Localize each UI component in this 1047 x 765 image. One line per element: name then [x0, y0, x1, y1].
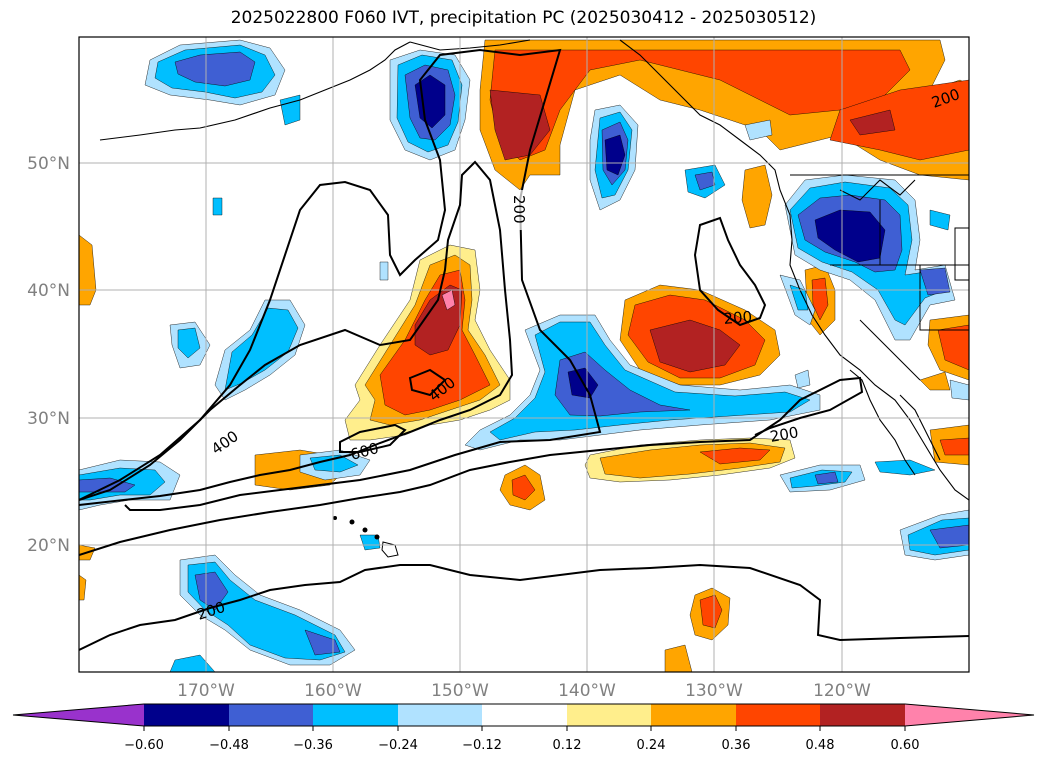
coastlines [99, 39, 969, 501]
negative-anomaly-central-band [79, 197, 969, 672]
colorbar-tick-label: −0.12 [462, 738, 502, 753]
colorbar-tick-label: 0.12 [553, 738, 582, 753]
map-title: 2025022800 F060 IVT, precipitation PC (2… [230, 8, 817, 28]
colorbar-tick-label: −0.60 [124, 738, 164, 753]
plot-frame [78, 36, 970, 673]
colorbar-bin-neg060 [144, 704, 229, 726]
colorbar-bin-pos036 [736, 704, 820, 726]
colorbar-tick-label: −0.36 [293, 738, 333, 753]
ivt-contour-400-small [408, 368, 447, 397]
gridlines [79, 37, 969, 672]
ivt-contour-200-south [79, 563, 969, 651]
lon-label-170w: 170°W [177, 681, 235, 701]
contour-label-200-a: 200 [510, 195, 528, 224]
colorbar: −0.60 −0.48 −0.36 −0.24 −0.12 0.12 0.24 … [12, 703, 1035, 753]
lon-label-140w: 140°W [558, 681, 616, 701]
lon-label-120w: 120°W [813, 681, 871, 701]
contour-label-200-d: 200 [769, 423, 800, 446]
longitude-labels: 170°W 160°W 150°W 140°W 130°W 120°W [177, 681, 871, 701]
lon-label-130w: 130°W [685, 681, 743, 701]
precip-pc-fill-layer [79, 39, 969, 672]
lon-label-150w: 150°W [431, 681, 489, 701]
lat-label-50n: 50°N [27, 154, 70, 174]
colorbar-bin-pos048 [820, 704, 905, 726]
colorbar-tick-label: 0.36 [722, 738, 751, 753]
ivt-contour-600 [339, 423, 407, 453]
ivt-contour-400 [79, 160, 514, 506]
colorbar-bin-neg036 [313, 704, 398, 726]
colorbar-bin-neg024 [398, 704, 482, 726]
colorbar-extend-high [905, 704, 1034, 726]
positive-anomaly-north-gulf [479, 39, 969, 191]
colorbar-bin-neutral [482, 704, 567, 726]
lat-label-30n: 30°N [27, 409, 70, 429]
colorbar-bin-pos024 [651, 704, 736, 726]
lat-label-20n: 20°N [27, 536, 70, 556]
ivt-contours [79, 48, 969, 651]
lon-label-160w: 160°W [304, 681, 362, 701]
ivt-contour-200-southeast [79, 376, 864, 556]
positive-anomaly-central [254, 244, 511, 491]
state-borders [790, 174, 969, 381]
colorbar-extend-low [13, 704, 144, 726]
negative-anomaly-west-coast [779, 174, 956, 341]
positive-anomaly-east-center [79, 164, 969, 672]
colorbar-tick-label: −0.48 [209, 738, 249, 753]
colorbar-tick-label: 0.60 [891, 738, 920, 753]
contour-label-200-c: 200 [723, 308, 753, 328]
ivt-contour-200-east-loop [693, 216, 767, 327]
colorbar-tick-label: 0.24 [637, 738, 666, 753]
lat-label-40n: 40°N [27, 281, 70, 301]
colorbar-tick-label: −0.24 [378, 738, 418, 753]
ivt-contour-200-west [79, 48, 602, 511]
colorbar-bin-neg048 [229, 704, 313, 726]
negative-anomaly-northwest [144, 39, 773, 211]
colorbar-bin-pos012 [567, 704, 651, 726]
colorbar-tick-label: 0.48 [806, 738, 835, 753]
latitude-labels: 50°N 40°N 30°N 20°N [27, 154, 70, 556]
